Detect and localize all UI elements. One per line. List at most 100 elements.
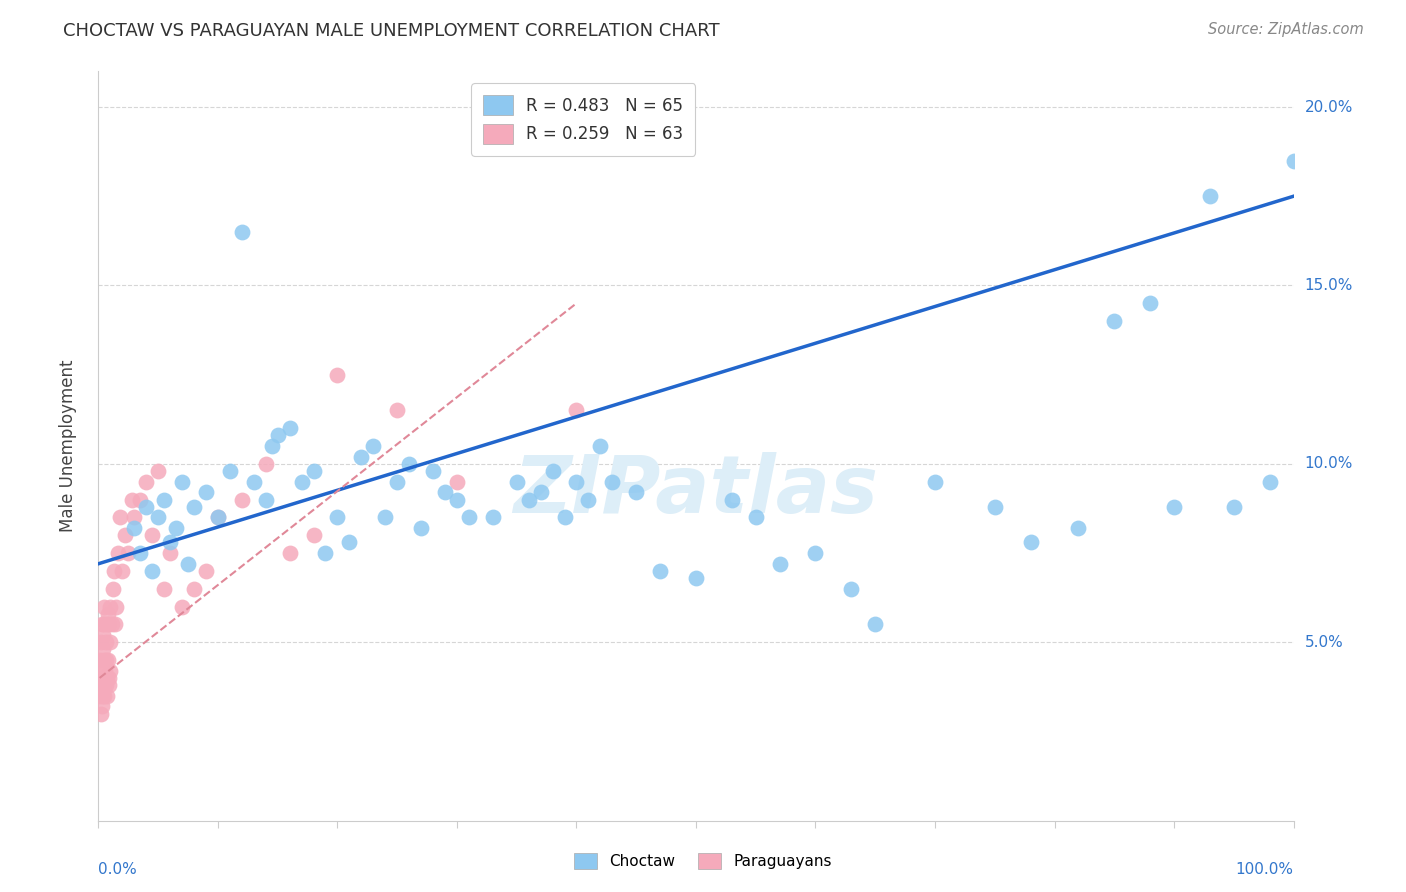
Point [626, 485, 648, 500]
Point [93, 678, 115, 692]
Point [434, 485, 457, 500]
Point [98, 678, 121, 692]
Text: 20.0%: 20.0% [1305, 100, 1353, 114]
Point [98, 664, 122, 678]
Point [93, 617, 115, 632]
Point [100, 617, 122, 632]
Point [541, 464, 564, 478]
Point [302, 464, 325, 478]
Point [141, 564, 163, 578]
Point [254, 492, 277, 507]
Point [315, 546, 337, 560]
Point [90, 664, 112, 678]
Point [1104, 314, 1126, 328]
Point [865, 617, 887, 632]
Y-axis label: Male Unemployment: Male Unemployment [59, 359, 77, 533]
Legend: Choctaw, Paraguayans: Choctaw, Paraguayans [568, 847, 838, 875]
Point [278, 421, 301, 435]
Point [458, 510, 481, 524]
Point [117, 546, 139, 560]
Point [339, 535, 361, 549]
Point [231, 492, 253, 507]
Point [159, 546, 181, 560]
Point [1199, 189, 1222, 203]
Point [260, 439, 283, 453]
Point [374, 510, 396, 524]
Legend: R = 0.483   N = 65, R = 0.259   N = 63: R = 0.483 N = 65, R = 0.259 N = 63 [471, 84, 695, 156]
Point [195, 564, 218, 578]
Point [101, 582, 124, 596]
Point [105, 599, 128, 614]
Point [103, 564, 125, 578]
Text: ZIPatlas: ZIPatlas [513, 452, 879, 530]
Point [183, 582, 205, 596]
Point [129, 492, 152, 507]
Point [114, 528, 136, 542]
Point [554, 510, 576, 524]
Point [1019, 535, 1042, 549]
Point [96, 689, 118, 703]
Point [159, 535, 181, 549]
Point [96, 653, 118, 667]
Point [769, 557, 792, 571]
Text: 10.0%: 10.0% [1305, 457, 1353, 471]
Point [124, 510, 146, 524]
Point [91, 628, 114, 642]
Point [89, 689, 111, 703]
Point [107, 546, 129, 560]
Point [97, 653, 120, 667]
Point [254, 457, 277, 471]
Point [96, 671, 118, 685]
Point [411, 521, 433, 535]
Point [1258, 475, 1281, 489]
Text: 100.0%: 100.0% [1236, 862, 1294, 877]
Point [422, 464, 444, 478]
Point [385, 403, 409, 417]
Point [195, 485, 218, 500]
Point [602, 475, 624, 489]
Point [94, 678, 117, 692]
Point [207, 510, 229, 524]
Point [1139, 296, 1161, 310]
Point [589, 439, 612, 453]
Point [89, 653, 111, 667]
Point [90, 635, 112, 649]
Point [207, 510, 229, 524]
Point [98, 599, 122, 614]
Point [183, 500, 205, 514]
Point [219, 464, 242, 478]
Text: CHOCTAW VS PARAGUAYAN MALE UNEMPLOYMENT CORRELATION CHART: CHOCTAW VS PARAGUAYAN MALE UNEMPLOYMENT … [63, 22, 720, 40]
Point [165, 521, 187, 535]
Point [385, 475, 409, 489]
Point [135, 500, 157, 514]
Point [91, 617, 114, 632]
Text: 15.0%: 15.0% [1305, 278, 1353, 293]
Text: 5.0%: 5.0% [1305, 635, 1343, 649]
Point [111, 564, 134, 578]
Point [231, 225, 253, 239]
Point [97, 607, 120, 621]
Point [129, 546, 152, 560]
Point [90, 706, 112, 721]
Point [984, 500, 1007, 514]
Point [398, 457, 420, 471]
Point [90, 678, 112, 692]
Point [350, 450, 373, 464]
Point [530, 485, 553, 500]
Point [446, 475, 468, 489]
Point [1163, 500, 1185, 514]
Point [91, 689, 114, 703]
Point [93, 653, 115, 667]
Point [278, 546, 301, 560]
Point [841, 582, 863, 596]
Text: Source: ZipAtlas.com: Source: ZipAtlas.com [1208, 22, 1364, 37]
Point [517, 492, 540, 507]
Point [91, 699, 114, 714]
Point [721, 492, 744, 507]
Point [804, 546, 827, 560]
Point [97, 671, 120, 685]
Point [1067, 521, 1090, 535]
Point [96, 617, 118, 632]
Point [177, 557, 200, 571]
Point [172, 475, 194, 489]
